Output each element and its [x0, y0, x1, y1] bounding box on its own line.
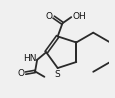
- Text: S: S: [54, 70, 60, 79]
- Text: O: O: [45, 12, 52, 21]
- Text: HN: HN: [23, 54, 36, 63]
- Text: OH: OH: [72, 12, 85, 21]
- Text: O: O: [18, 69, 24, 78]
